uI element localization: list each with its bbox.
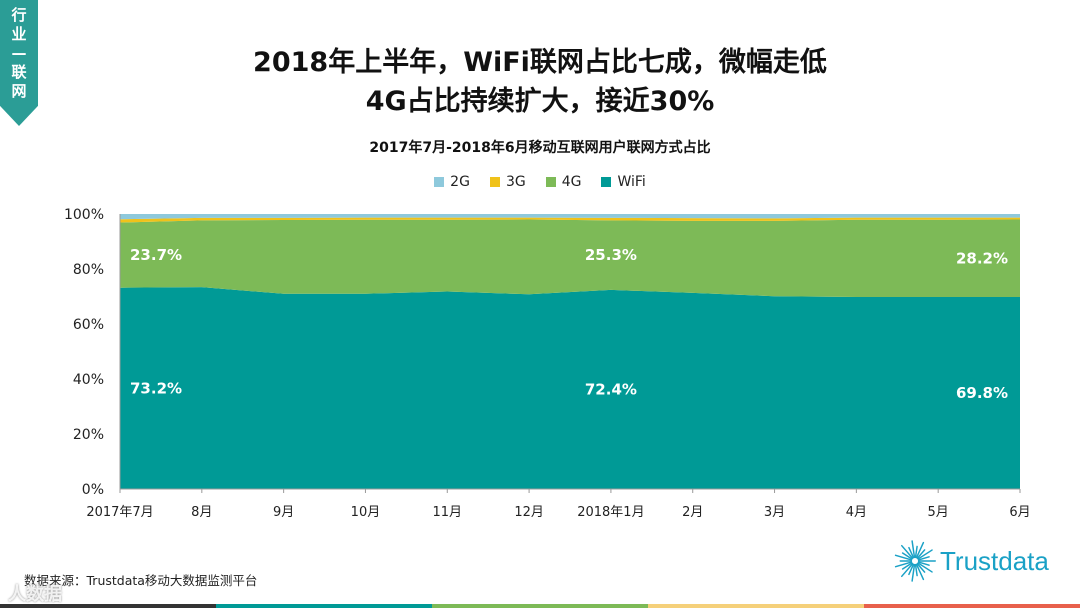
starburst-ray	[894, 554, 913, 561]
x-tick-label: 5月	[928, 505, 949, 520]
starburst-ray	[914, 563, 918, 577]
starburst-ray	[901, 562, 913, 570]
bottom-color-bar	[0, 604, 1080, 608]
y-tick-label: 0%	[82, 482, 104, 498]
x-tick-label: 4月	[846, 505, 867, 520]
y-tick-label: 40%	[73, 372, 104, 388]
area-g2	[120, 214, 1020, 220]
data-label: 28.2%	[956, 249, 1008, 267]
x-tick-label: 6月	[1009, 505, 1030, 520]
section-tab-char: 网	[11, 82, 27, 100]
starburst-ray	[915, 563, 925, 581]
starburst-ray	[908, 546, 915, 559]
starburst-ray	[911, 563, 916, 582]
starburst-ray	[901, 552, 913, 560]
page-title-line2: 4G占比持续扩大，接近30%	[365, 86, 715, 117]
bottom-bar-segment	[864, 604, 1080, 608]
y-tick-label: 80%	[73, 262, 104, 278]
starburst-ray	[908, 563, 915, 576]
page-title-line1: 2018年上半年，WiFi联网占比七成，微幅走低	[253, 47, 827, 78]
legend-label-2g: 2G	[450, 174, 470, 190]
x-tick-label: 3月	[764, 505, 785, 520]
x-tick-label: 2月	[682, 505, 703, 520]
bottom-bar-segment	[648, 604, 864, 608]
data-label: 72.4%	[585, 380, 637, 398]
starburst-ray	[914, 545, 918, 559]
data-label: 23.7%	[130, 246, 182, 264]
x-tick-label: 8月	[191, 505, 212, 520]
legend-label-wifi: WiFi	[617, 174, 646, 190]
x-tick-label: 2018年1月	[577, 505, 644, 520]
data-source-note: 数据来源：Trustdata移动大数据监测平台	[24, 573, 258, 588]
legend-label-4g: 4G	[561, 174, 582, 190]
starburst-ray	[901, 563, 914, 578]
x-tick-label: 10月	[351, 505, 381, 520]
legend-swatch-4g	[545, 177, 556, 187]
section-tab-char: 联	[11, 63, 27, 81]
starburst-ray	[917, 549, 933, 560]
legend-swatch-wifi	[601, 177, 612, 187]
logo-text: Trustdata	[940, 545, 1049, 576]
data-label: 25.3%	[585, 246, 637, 264]
x-tick-label: 9月	[273, 505, 294, 520]
legend-item-wifi: WiFi	[601, 174, 646, 190]
starburst-ray	[916, 549, 926, 559]
starburst-ray	[917, 556, 930, 561]
legend-swatch-3g	[489, 177, 500, 187]
y-tick-label: 20%	[73, 427, 104, 443]
legend-label-3g: 3G	[505, 174, 526, 190]
starburst-ray	[917, 561, 930, 566]
legend-item-2g: 2G	[434, 174, 470, 190]
section-tab-char: 业	[11, 25, 27, 43]
x-tick-label: 2017年7月	[86, 505, 153, 520]
starburst-ray	[915, 541, 925, 559]
chart-title: 2017年7月-2018年6月移动互联网用户联网方式占比	[369, 140, 711, 156]
y-tick-label: 100%	[64, 207, 104, 223]
legend-swatch-2g	[434, 177, 445, 187]
section-tab-char: 行	[11, 6, 27, 24]
section-tab-char: —	[11, 44, 27, 62]
area-wifi	[120, 287, 1020, 489]
data-label: 73.2%	[130, 379, 182, 397]
trustdata-logo: Trustdata	[892, 536, 1049, 586]
starburst-ray	[894, 561, 913, 568]
starburst-ray	[916, 563, 926, 573]
bottom-bar-segment	[0, 604, 216, 608]
chart-legend: 2G 3G 4G WiFi	[0, 174, 1080, 190]
starburst-icon	[894, 540, 936, 582]
starburst-ray	[917, 562, 933, 573]
area-g3	[120, 217, 1020, 223]
legend-item-4g: 4G	[545, 174, 582, 190]
data-label: 69.8%	[956, 384, 1008, 402]
y-tick-label: 60%	[73, 317, 104, 333]
starburst-ray	[901, 544, 914, 559]
starburst-ray	[911, 540, 916, 559]
area-g4	[120, 219, 1020, 298]
bottom-bar-segment	[216, 604, 432, 608]
bottom-bar-segment	[432, 604, 648, 608]
x-tick-label: 12月	[514, 505, 544, 520]
section-tab: 行 业 — 联 网	[0, 0, 38, 126]
x-tick-label: 11月	[432, 505, 462, 520]
legend-item-3g: 3G	[489, 174, 526, 190]
watermark: 人数据	[8, 584, 62, 605]
